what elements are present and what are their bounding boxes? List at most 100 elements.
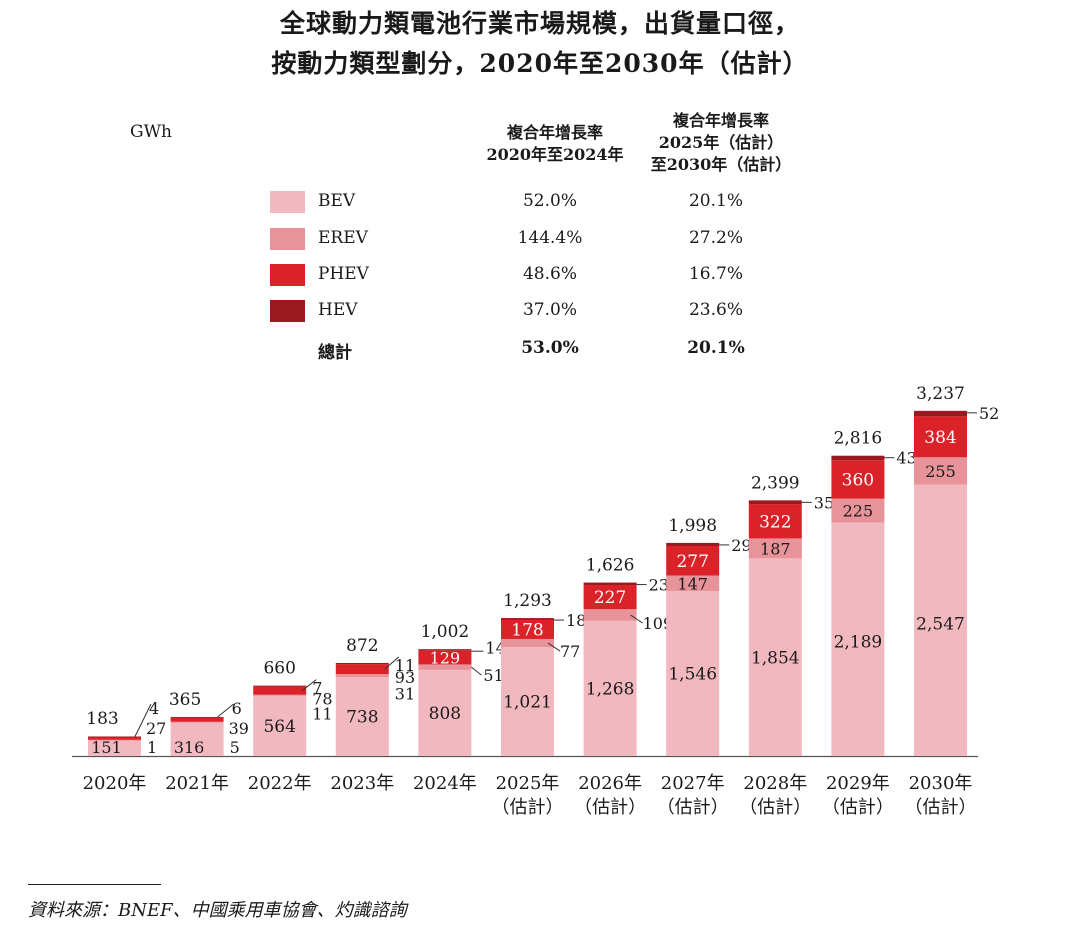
total-label-0: 183 — [86, 709, 118, 729]
label-bev-1: 316 — [174, 738, 205, 757]
total-label-1: 365 — [169, 690, 201, 710]
label-phev-6: 227 — [594, 588, 626, 608]
label-erev-2: 11 — [312, 704, 332, 723]
x-tick-label-5-sub: （估計） — [492, 797, 564, 818]
label-phev-0: 27 — [146, 719, 166, 738]
x-tick-label-0: 2020年 — [83, 773, 147, 794]
callout-2 — [301, 679, 317, 691]
bar-erev-7 — [666, 575, 720, 592]
bar-phev-7 — [666, 545, 720, 576]
label-erev-4: 51 — [483, 666, 503, 685]
legend-label-erev: EREV — [318, 228, 368, 248]
label-hev-7: 29 — [731, 536, 751, 555]
legend-label-bev: BEV — [318, 191, 356, 211]
label-hev-3: 11 — [395, 656, 415, 675]
total-label-6: 1,626 — [586, 556, 635, 576]
bar-phev-4 — [418, 650, 472, 665]
x-tick-label-2: 2022年 — [248, 773, 312, 794]
label-bev-10: 2,547 — [916, 614, 965, 634]
source-divider — [28, 884, 161, 885]
label-hev-4: 14 — [485, 639, 505, 658]
bar-bev-1 — [170, 722, 224, 756]
label-hev-2: 7 — [312, 679, 322, 698]
bar-hev-7 — [666, 542, 720, 546]
label-bev-6: 1,268 — [586, 679, 635, 699]
bar-phev-8 — [748, 504, 802, 539]
cagr1-bev: 52.0% — [522, 191, 577, 211]
x-tick-label-3: 2023年 — [330, 773, 394, 794]
x-tick-label-6-sub: （估計） — [574, 797, 646, 818]
label-erev-7: 147 — [677, 574, 708, 593]
x-tick-label-7: 2027年 — [661, 773, 725, 794]
callout-1 — [217, 703, 234, 718]
x-tick-label-4: 2024年 — [413, 773, 477, 794]
legend-swatch-hev — [270, 300, 305, 322]
bar-phev-5 — [501, 619, 554, 639]
bar-phev-6 — [583, 585, 637, 610]
label-phev-3: 93 — [395, 668, 415, 687]
chart-title-line1: 全球動力類電池行業市場規模，出貨量口徑， — [279, 9, 800, 38]
label-bev-4: 808 — [429, 704, 461, 724]
bar-erev-9 — [831, 498, 885, 523]
x-tick-label-6: 2026年 — [578, 773, 642, 794]
callout-erev-5 — [547, 642, 561, 652]
bar-hev-8 — [748, 500, 802, 505]
legend-label-total: 總計 — [318, 343, 352, 363]
label-hev-5: 18 — [566, 611, 586, 630]
bar-bev-2 — [253, 695, 307, 756]
x-tick-label-10-sub: （估計） — [905, 797, 977, 818]
bar-hev-5 — [501, 618, 554, 620]
x-tick-label-8-sub: （估計） — [739, 797, 811, 818]
label-bev-3: 738 — [346, 708, 378, 728]
bar-phev-1 — [170, 717, 224, 722]
label-phev-8: 322 — [759, 512, 791, 532]
label-bev-5: 1,021 — [503, 693, 552, 713]
legend-swatch-phev — [270, 264, 305, 286]
cagr-header-2020-2024: 複合年增長率 2020年至2024年 — [486, 123, 624, 164]
callout-erev-6 — [630, 614, 643, 624]
label-erev-3: 31 — [395, 685, 415, 704]
label-hev-8: 35 — [814, 493, 834, 512]
x-tick-label-7-sub: （估計） — [657, 797, 729, 818]
x-tick-label-9-sub: （估計） — [822, 797, 894, 818]
cagr1-hev: 37.0% — [522, 300, 577, 320]
cagr2-erev: 27.2% — [688, 228, 743, 248]
label-hev-1: 6 — [232, 699, 242, 718]
cagr2-total: 20.1% — [687, 338, 745, 358]
bar-phev-3 — [335, 664, 389, 675]
total-label-4: 1,002 — [421, 622, 470, 642]
callout-3 — [384, 656, 400, 670]
cagr2-bev: 20.1% — [688, 191, 743, 211]
legend-row-total: 總計 53.0% 20.1% — [270, 336, 790, 363]
bar-bev-4 — [418, 669, 472, 756]
bar-phev-0 — [88, 736, 141, 740]
bar-erev-6 — [583, 609, 637, 621]
total-label-2: 660 — [263, 659, 295, 679]
bar-hev-10 — [914, 410, 967, 417]
cagr1-phev: 48.6% — [522, 264, 577, 284]
label-phev-1: 39 — [229, 719, 249, 738]
bar-phev-10 — [914, 416, 967, 458]
label-bev-0: 151 — [91, 738, 122, 757]
total-label-10: 3,237 — [916, 384, 965, 404]
label-phev-9: 360 — [842, 470, 874, 490]
label-bev-7: 1,546 — [668, 665, 717, 685]
callout-0 — [134, 703, 152, 737]
bar-bev-3 — [335, 677, 389, 756]
bar-hev-9 — [831, 455, 885, 461]
cagr-header-2025-2030: 複合年增長率 2025年（估計） 至2030年（估計） — [650, 111, 792, 174]
cagr2-hev: 23.6% — [688, 300, 743, 320]
bar-hev-3 — [335, 662, 389, 665]
bar-bev-8 — [748, 558, 802, 756]
legend-table: GWh 複合年增長率 2020年至2024年 複合年增長率 2025年（估計） 至20… — [0, 0, 1080, 380]
x-tick-label-9: 2029年 — [826, 773, 890, 794]
label-erev-5: 77 — [560, 642, 580, 661]
label-erev-1: 5 — [230, 738, 240, 757]
bar-hev-1 — [170, 716, 224, 718]
cagr1-erev: 144.4% — [517, 228, 583, 248]
bar-phev-2 — [253, 686, 307, 695]
label-hev-6: 23 — [649, 576, 669, 595]
bar-bev-6 — [583, 620, 637, 756]
label-bev-2: 564 — [263, 717, 295, 737]
callout-erev-4 — [471, 666, 482, 676]
